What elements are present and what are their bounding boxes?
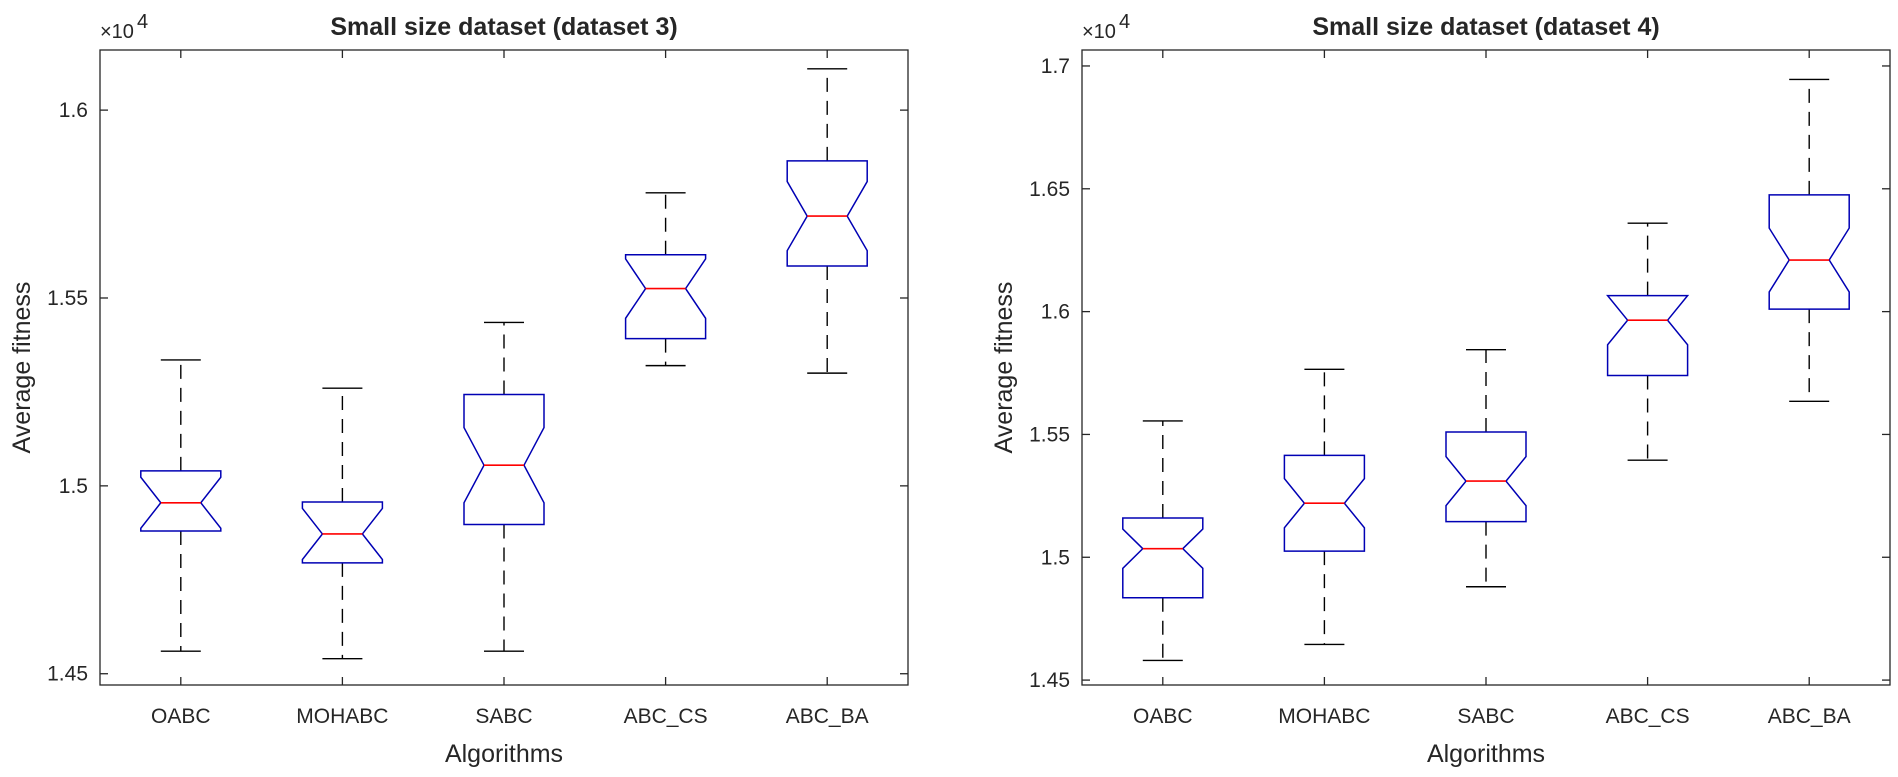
notched-box (1606, 294, 1690, 377)
x-tick-label: OABC (1133, 705, 1193, 728)
axis-multiplier-label: ×10 (100, 21, 134, 43)
notched-box (624, 254, 707, 340)
x-tick-label: ABC_BA (1768, 705, 1851, 728)
x-tick-label: SABC (475, 705, 532, 728)
x-tick-label: ABC_BA (786, 705, 869, 728)
notched-box (1122, 517, 1204, 599)
notched-box (786, 160, 868, 267)
y-tick-label: 1.5 (1041, 546, 1070, 569)
chart-title: Small size dataset (dataset 3) (330, 13, 677, 41)
notched-box (1768, 194, 1850, 310)
y-axis-label: Average fitness (8, 282, 36, 454)
axis-multiplier-exponent: 4 (137, 11, 148, 33)
x-tick-label: MOHABC (296, 705, 388, 728)
y-tick-label: 1.45 (1029, 669, 1070, 692)
y-tick-label: 1.45 (47, 663, 88, 686)
y-tick-label: 1.55 (47, 287, 88, 310)
x-tick-label: ABC_CS (1606, 705, 1690, 728)
x-tick-label: MOHABC (1278, 705, 1370, 728)
notched-box (463, 393, 545, 526)
y-tick-label: 1.55 (1029, 423, 1070, 446)
notched-box (1445, 431, 1527, 523)
axis-multiplier-exponent: 4 (1119, 11, 1130, 33)
x-tick-label: OABC (151, 705, 211, 728)
notched-box (301, 501, 384, 564)
y-tick-label: 1.6 (1041, 301, 1070, 324)
y-tick-label: 1.6 (59, 99, 88, 122)
axis-multiplier-label: ×10 (1082, 21, 1116, 43)
x-axis-label: Algorithms (445, 740, 563, 768)
y-tick-label: 1.7 (1041, 55, 1070, 78)
x-axis-label: Algorithms (1427, 740, 1545, 768)
x-tick-label: SABC (1457, 705, 1514, 728)
notched-box (140, 470, 222, 532)
chart-title: Small size dataset (dataset 4) (1312, 13, 1659, 41)
y-tick-label: 1.5 (59, 475, 88, 498)
x-tick-label: ABC_CS (624, 705, 708, 728)
y-axis-label: Average fitness (990, 282, 1018, 454)
notched-box (1283, 454, 1366, 552)
y-tick-label: 1.65 (1029, 178, 1070, 201)
